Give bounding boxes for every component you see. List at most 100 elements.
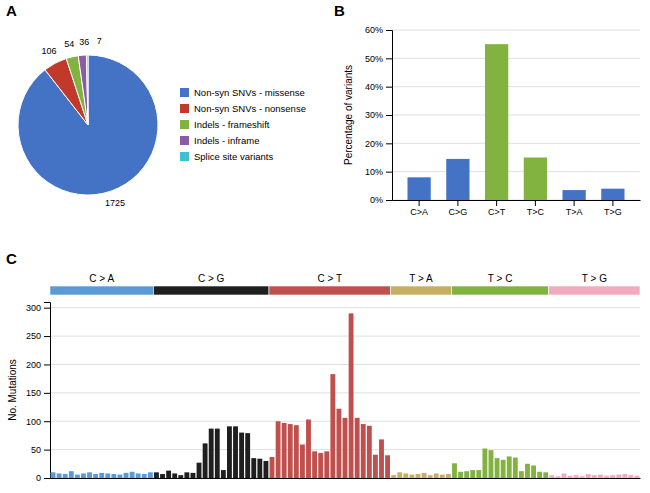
bar <box>318 453 323 478</box>
bar <box>118 475 123 478</box>
axis-line <box>44 303 51 479</box>
tick: 30% <box>365 110 392 120</box>
bar <box>93 474 98 478</box>
tick-label: 50 <box>31 445 41 455</box>
section-strip <box>153 286 269 295</box>
tick: 40% <box>365 82 392 92</box>
bar <box>495 458 500 478</box>
legend-label: Indels - frameshift <box>194 119 270 130</box>
tick-mark <box>386 143 392 144</box>
bar <box>330 374 335 478</box>
grid-line <box>392 115 640 116</box>
tick: 150 <box>26 388 50 398</box>
data-label: 54 <box>64 39 74 49</box>
bar <box>604 476 609 478</box>
figure: A172510654367Non-syn SNVs - missenseNon-… <box>0 0 650 493</box>
data-label: 1725 <box>105 198 125 208</box>
bar <box>601 189 624 200</box>
bar <box>549 475 554 478</box>
data-label: 106 <box>42 46 57 56</box>
tick-mark <box>44 450 50 451</box>
tick-mark <box>44 336 50 337</box>
bar <box>324 451 329 478</box>
tick-label: 20% <box>365 139 383 149</box>
legend-swatch <box>180 136 189 145</box>
bar <box>501 460 506 478</box>
grid-line <box>50 392 640 393</box>
legend-swatch <box>180 152 189 161</box>
bar <box>635 476 640 478</box>
bar <box>470 470 475 478</box>
bar <box>172 473 177 478</box>
slice <box>86 55 88 125</box>
tick-label: 60% <box>365 25 383 35</box>
bar <box>57 473 62 478</box>
bar <box>270 457 275 478</box>
tick: 300 <box>26 303 50 313</box>
tick: T>C <box>527 200 545 217</box>
tick-mark <box>386 58 392 59</box>
bar <box>63 474 68 478</box>
slice <box>18 55 158 195</box>
bar <box>160 474 165 478</box>
section-label: C > G <box>198 273 225 284</box>
grid-line <box>392 86 640 87</box>
bar <box>99 473 104 478</box>
bar <box>239 433 244 478</box>
bar <box>446 159 469 200</box>
bar <box>209 429 214 478</box>
tick: T>A <box>566 200 583 217</box>
legend-label: Non-syn SNVs - nonsense <box>194 103 306 114</box>
bar <box>142 474 147 478</box>
tick: 20% <box>365 139 392 149</box>
tick-mark <box>386 200 392 201</box>
bar <box>555 476 560 478</box>
legend-item: Non-syn SNVs - missense <box>180 87 305 98</box>
bar <box>221 470 226 478</box>
tick: 0 <box>36 473 50 483</box>
section-label: C > T <box>318 273 343 284</box>
legend-label: Splice site variants <box>194 151 273 162</box>
bar <box>391 475 396 478</box>
section-strip <box>549 286 640 295</box>
bar <box>336 409 341 478</box>
bar <box>191 473 196 478</box>
tick: T>G <box>604 200 622 217</box>
section-label: T > A <box>409 273 433 284</box>
tick-label: 30% <box>365 110 383 120</box>
tick-mark <box>386 87 392 88</box>
bar <box>537 472 542 478</box>
bar <box>434 473 439 478</box>
bar <box>403 473 408 478</box>
grid-line <box>392 30 640 31</box>
section-strip <box>391 286 452 295</box>
bar <box>294 425 299 478</box>
bar <box>524 158 547 201</box>
bar <box>379 439 384 478</box>
tick-label: C>A <box>410 207 428 217</box>
bar <box>622 474 627 478</box>
tick-mark <box>419 200 420 206</box>
bar <box>513 458 518 478</box>
tick: C>T <box>488 200 506 217</box>
bar <box>592 475 597 478</box>
bar <box>245 433 250 478</box>
bar <box>409 475 414 478</box>
bar <box>489 450 494 478</box>
axis-line <box>51 478 641 479</box>
grid <box>392 30 640 200</box>
y-axis-label: Percentage of variants <box>343 65 354 165</box>
legend-label: Indels - inframe <box>194 135 259 146</box>
bar <box>452 463 457 478</box>
tick-mark <box>44 478 50 479</box>
bar <box>355 418 360 478</box>
bar <box>227 426 232 478</box>
tick-label: 300 <box>26 303 41 313</box>
bar <box>233 426 238 478</box>
x-axis <box>51 478 641 479</box>
bar <box>124 473 129 478</box>
bar <box>111 474 116 478</box>
panel-title: B <box>334 2 345 19</box>
legend-swatch <box>180 120 189 129</box>
bar <box>562 473 567 478</box>
